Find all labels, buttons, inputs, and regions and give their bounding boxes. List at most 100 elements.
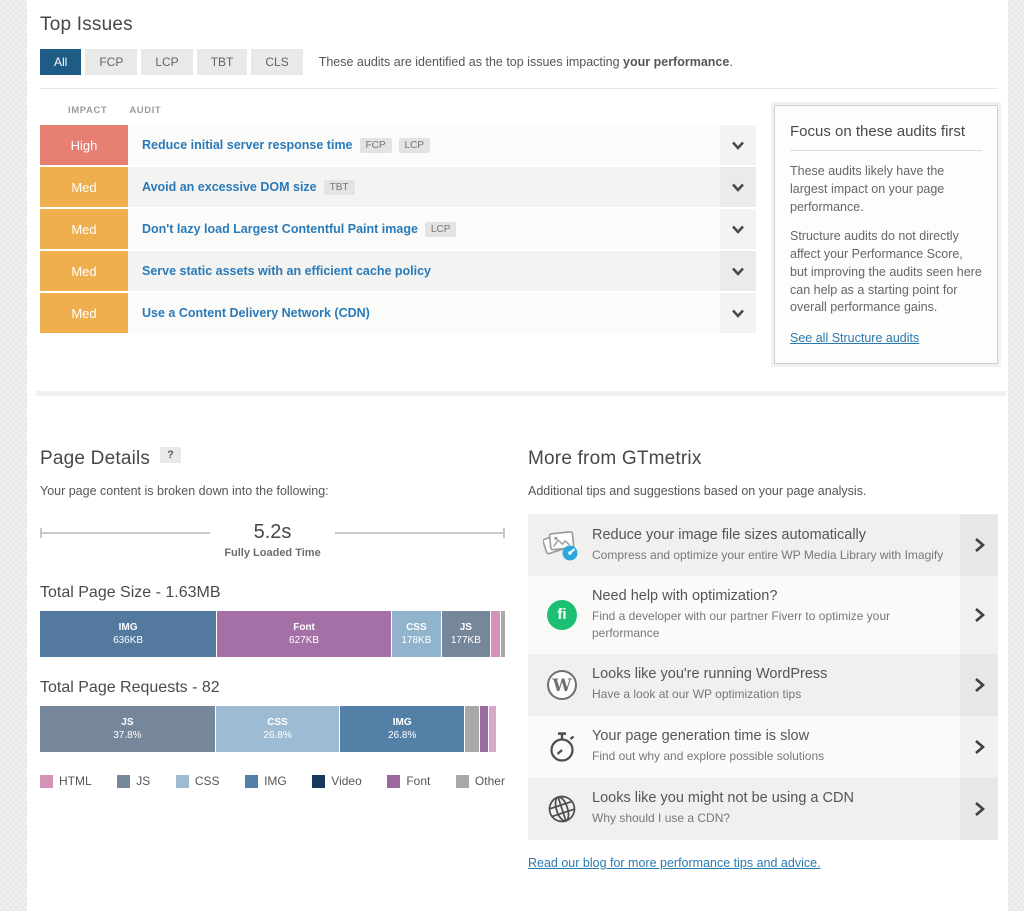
legend-item-img: IMG xyxy=(245,774,287,788)
bar-segment-font xyxy=(479,706,489,752)
legend-item-video: Video xyxy=(312,774,362,788)
legend-item-html: HTML xyxy=(40,774,92,788)
card-title: Looks like you're running WordPress xyxy=(592,666,828,683)
legend-item-js: JS xyxy=(117,774,150,788)
chevron-right-icon xyxy=(975,538,985,552)
expand-audit-button[interactable] xyxy=(720,293,756,333)
page-details-subtitle: Your page content is broken down into th… xyxy=(40,484,329,498)
bar-segment-img: IMG 26.8% xyxy=(340,706,465,752)
legend-item-other: Other xyxy=(455,774,505,788)
top-issues-title: Top Issues xyxy=(40,14,133,35)
card-title: Looks like you might not be using a CDN xyxy=(592,790,854,807)
audit-title-link[interactable]: Don't lazy load Largest Contentful Paint… xyxy=(142,222,418,236)
chevron-down-icon xyxy=(732,141,744,150)
suggestion-card-generation-time[interactable]: Your page generation time is slow Find o… xyxy=(528,715,998,778)
tab-tbt[interactable]: TBT xyxy=(196,49,248,75)
chevron-right-icon xyxy=(975,801,985,816)
expand-audit-button[interactable] xyxy=(720,125,756,165)
suggestion-cards: Reduce your image file sizes automatical… xyxy=(528,514,998,840)
legend-swatch xyxy=(245,774,259,788)
audit-row[interactable]: Med Avoid an excessive DOM size TBT xyxy=(40,167,756,207)
expand-audit-button[interactable] xyxy=(720,209,756,249)
focus-panel-title: Focus on these audits first xyxy=(790,123,982,151)
legend-item-css: CSS xyxy=(175,774,220,788)
audit-list-headers: IMPACT AUDIT xyxy=(40,105,756,116)
globe-icon xyxy=(540,793,584,825)
svg-text:W: W xyxy=(551,676,572,696)
impact-badge: Med xyxy=(40,167,128,207)
suggestion-card-fiverr[interactable]: fi Need help with optimization? Find a d… xyxy=(528,576,998,654)
audit-title-link[interactable]: Serve static assets with an efficient ca… xyxy=(142,264,432,278)
audit-row[interactable]: Med Serve static assets with an efficient… xyxy=(40,251,756,291)
tab-all[interactable]: All xyxy=(40,49,82,75)
impact-badge: Med xyxy=(40,209,128,249)
metric-tabs: All FCP LCP TBT CLS xyxy=(40,49,307,75)
legend-swatch xyxy=(312,774,326,788)
card-subtitle: Why should I use a CDN? xyxy=(592,811,731,826)
more-from-subtitle: Additional tips and suggestions based on… xyxy=(528,484,867,498)
legend-item-font: Font xyxy=(387,774,430,788)
bar-segment-html xyxy=(488,706,497,752)
page-requests-bar: JS 37.8% CSS 26.8% IMG 26.8% xyxy=(40,706,505,752)
tab-lcp[interactable]: LCP xyxy=(141,49,193,75)
wordpress-icon: W xyxy=(540,668,584,702)
chevron-down-icon xyxy=(732,183,744,192)
more-from-title: More from GTmetrix xyxy=(528,448,702,469)
focus-panel: Focus on these audits first These audits… xyxy=(774,105,998,364)
bar-segment-html xyxy=(491,611,501,657)
audit-row[interactable]: High Reduce initial server response time F… xyxy=(40,125,756,165)
metric-tag-lcp: LCP xyxy=(398,137,430,153)
blog-link[interactable]: Read our blog for more performance tips … xyxy=(528,855,821,870)
more-from-gtmetrix-section: More from GTmetrix Additional tips and s… xyxy=(528,448,998,872)
card-subtitle: Have a look at our WP optimization tips xyxy=(592,687,802,702)
card-title: Your page generation time is slow xyxy=(592,728,810,745)
card-subtitle: Find out why and explore possible soluti… xyxy=(592,749,825,764)
audit-title-link[interactable]: Use a Content Delivery Network (CDN) xyxy=(142,306,370,320)
card-title: Need help with optimization? xyxy=(592,588,778,604)
impact-badge: Med xyxy=(40,251,128,291)
audit-column-header: AUDIT xyxy=(129,105,162,116)
timeline-line xyxy=(42,532,211,534)
card-go-strip[interactable] xyxy=(960,576,998,654)
bar-segment-img: IMG 636KB xyxy=(40,611,218,657)
card-go-strip[interactable] xyxy=(960,778,998,840)
focus-panel-paragraph: Structure audits do not directly affect … xyxy=(790,229,982,315)
impact-badge: Med xyxy=(40,293,128,333)
content-type-legend: HTML JS CSS IMG Video Font Other xyxy=(40,774,505,788)
card-go-strip[interactable] xyxy=(960,514,998,576)
impact-badge: High xyxy=(40,125,128,165)
card-go-strip[interactable] xyxy=(960,716,998,778)
total-page-size-title: Total Page Size - 1.63MB xyxy=(40,584,221,601)
audit-row[interactable]: Med Use a Content Delivery Network (CDN) xyxy=(40,293,756,333)
focus-panel-paragraph: These audits likely have the largest imp… xyxy=(790,164,945,214)
fully-loaded-timeline: 5.2s Fully Loaded Time xyxy=(40,520,505,559)
help-badge[interactable]: ? xyxy=(160,447,182,463)
chevron-right-icon xyxy=(975,677,985,692)
fully-loaded-time-value: 5.2s xyxy=(253,521,292,543)
suggestion-card-cdn[interactable]: Looks like you might not be using a CDN … xyxy=(528,777,998,840)
chevron-right-icon xyxy=(975,607,985,622)
card-go-strip[interactable] xyxy=(960,654,998,716)
audit-row[interactable]: Med Don't lazy load Largest Contentful Pa… xyxy=(40,209,756,249)
bar-segment-other xyxy=(464,706,480,752)
audit-rows: High Reduce initial server response time F… xyxy=(40,125,756,333)
suggestion-card-wordpress[interactable]: W Looks like you're running WordPress Ha… xyxy=(528,653,998,716)
expand-audit-button[interactable] xyxy=(720,251,756,291)
tab-fcp[interactable]: FCP xyxy=(85,49,138,75)
expand-audit-button[interactable] xyxy=(720,167,756,207)
audit-title-link[interactable]: Reduce initial server response time xyxy=(142,138,353,152)
bar-segment-css: CSS 26.8% xyxy=(215,706,341,752)
audit-title-link[interactable]: Avoid an excessive DOM size xyxy=(142,180,317,194)
suggestion-card-imagify[interactable]: Reduce your image file sizes automatical… xyxy=(528,514,998,576)
impact-column-header: IMPACT xyxy=(68,105,108,116)
timeline-line xyxy=(334,532,503,534)
legend-swatch xyxy=(117,774,131,788)
page-details-title: Page Details xyxy=(40,448,151,469)
fiverr-icon: fi xyxy=(540,599,584,630)
tab-cls[interactable]: CLS xyxy=(251,49,303,75)
see-structure-audits-link[interactable]: See all Structure audits xyxy=(790,331,920,345)
bar-segment-other xyxy=(500,611,505,657)
metric-tag-tbt: TBT xyxy=(323,179,355,195)
chevron-down-icon xyxy=(732,225,744,234)
page-size-bar: IMG 636KB Font 627KB CSS 178KB JS 177KB xyxy=(40,611,505,657)
